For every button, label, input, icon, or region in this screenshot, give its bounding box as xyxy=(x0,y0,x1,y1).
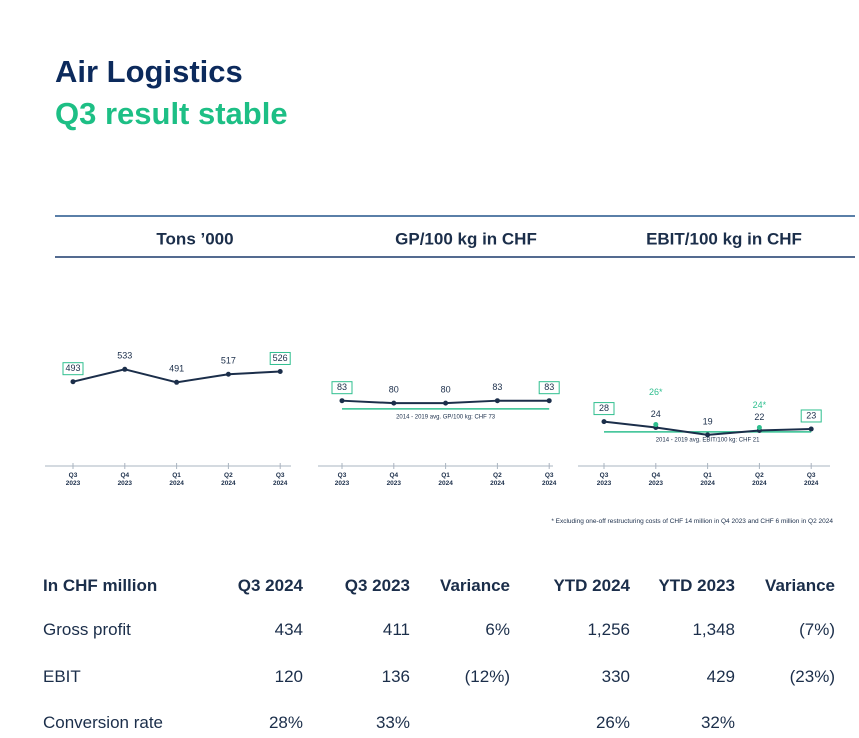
data-label: 83 xyxy=(337,382,347,392)
table-header: Variance xyxy=(765,576,835,595)
table-header: YTD 2024 xyxy=(553,576,630,595)
data-label: 491 xyxy=(169,364,184,374)
x-tick-label: Q2 2024 xyxy=(490,472,505,487)
x-tick-label: Q3 2023 xyxy=(334,472,350,487)
label-box xyxy=(800,409,822,423)
data-label: 26* xyxy=(649,387,663,397)
data-label: 22 xyxy=(754,412,764,422)
x-tick-label: Q1 2024 xyxy=(700,472,715,487)
label-box xyxy=(269,351,291,365)
data-point xyxy=(808,426,814,432)
data-point xyxy=(494,398,500,404)
table-header: Q3 2023 xyxy=(344,576,410,595)
table-cell: EBIT xyxy=(43,667,81,686)
table-cell: 1,348 xyxy=(692,620,735,639)
data-point xyxy=(653,422,659,428)
label-box xyxy=(538,381,560,395)
x-tick-label: Q3 2024 xyxy=(803,472,819,487)
data-label: 83 xyxy=(544,382,554,392)
x-tick-label: Q3 2024 xyxy=(541,472,557,487)
data-point xyxy=(546,398,552,404)
data-label: 517 xyxy=(221,356,236,366)
data-label: 28 xyxy=(599,403,609,413)
x-tick-label: Q4 2023 xyxy=(386,472,402,487)
data-point xyxy=(756,425,762,430)
table-cell: 33% xyxy=(375,713,410,732)
table-header: Variance xyxy=(440,576,510,595)
x-tick-label: Q1 2024 xyxy=(438,472,453,487)
table-header: Q3 2024 xyxy=(237,576,303,595)
table-cell: 1,256 xyxy=(587,620,630,639)
table-cell: 411 xyxy=(382,620,410,639)
data-point xyxy=(70,379,76,385)
data-label: 23 xyxy=(806,410,816,420)
table-cell: 429 xyxy=(706,667,735,686)
label-box xyxy=(593,402,615,416)
table-cell: 32% xyxy=(700,713,735,732)
table-cell: 6% xyxy=(485,620,510,639)
table-cell: 120 xyxy=(274,667,303,686)
data-point xyxy=(443,400,449,406)
footnote: * Excluding one-off restructuring costs … xyxy=(551,518,833,525)
table-cell: Conversion rate xyxy=(43,713,164,732)
data-point xyxy=(225,371,231,377)
data-label: 24* xyxy=(753,400,767,410)
x-tick-label: Q2 2024 xyxy=(221,472,236,487)
x-tick-label: Q3 2023 xyxy=(65,472,81,487)
table-header: YTD 2023 xyxy=(658,576,735,595)
data-label: 24 xyxy=(651,409,661,419)
data-point xyxy=(705,432,711,438)
chart-title: EBIT/100 kg in CHF xyxy=(646,229,802,248)
data-point xyxy=(122,366,128,372)
table-cell: 26% xyxy=(595,713,630,732)
x-tick-label: Q3 2024 xyxy=(272,472,288,487)
table-cell: 330 xyxy=(601,667,630,686)
data-label: 19 xyxy=(703,416,713,426)
data-label: 533 xyxy=(117,351,132,361)
table-header: In CHF million xyxy=(43,576,158,595)
reference-label: 2014 - 2019 avg. EBIT/100 kg: CHF 21 xyxy=(656,438,760,444)
x-tick-label: Q1 2024 xyxy=(169,472,184,487)
table-cell: 434 xyxy=(274,620,303,639)
data-point xyxy=(277,368,283,374)
chart-title: GP/100 kg in CHF xyxy=(395,229,537,248)
data-label: 80 xyxy=(441,385,451,395)
data-point xyxy=(339,398,345,404)
data-label: 526 xyxy=(273,353,288,363)
data-label: 83 xyxy=(492,382,502,392)
x-tick-label: Q3 2023 xyxy=(596,472,612,487)
reference-label: 2014 - 2019 avg. GP/100 kg: CHF 73 xyxy=(396,414,496,420)
table-cell: (7%) xyxy=(799,620,835,639)
x-tick-label: Q2 2024 xyxy=(752,472,767,487)
title: Air Logistics xyxy=(55,54,243,89)
table-cell: (23%) xyxy=(789,667,835,686)
table-cell: (12%) xyxy=(464,667,510,686)
subtitle: Q3 result stable xyxy=(55,96,288,131)
data-label: 80 xyxy=(389,385,399,395)
data-point xyxy=(601,419,607,425)
table-cell: 28% xyxy=(268,713,303,732)
table-cell: Gross profit xyxy=(43,620,131,639)
x-tick-label: Q4 2023 xyxy=(117,472,133,487)
data-point xyxy=(174,379,180,385)
data-point xyxy=(391,400,397,406)
data-label: 493 xyxy=(65,363,80,373)
label-box xyxy=(62,362,84,376)
chart-title: Tons ’000 xyxy=(156,229,233,248)
label-box xyxy=(331,381,353,395)
table-cell: 136 xyxy=(381,667,410,686)
x-tick-label: Q4 2023 xyxy=(648,472,664,487)
